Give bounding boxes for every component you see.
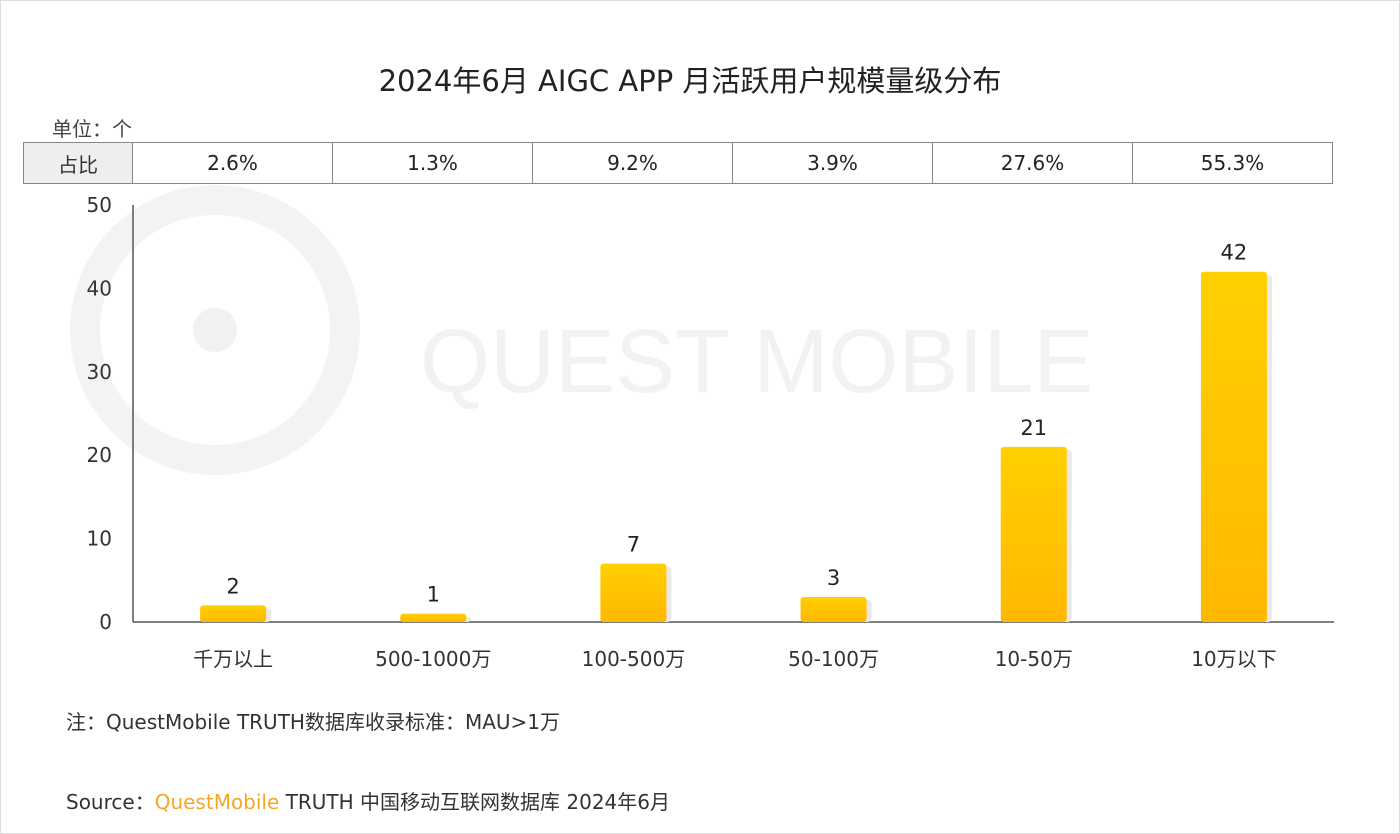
source-rest: TRUTH 中国移动互联网数据库 2024年6月 [279, 790, 670, 814]
bar-value-label: 21 [1020, 416, 1047, 440]
bar [600, 563, 667, 622]
watermark-logo-icon [70, 185, 360, 475]
source-brand: QuestMobile [154, 790, 280, 814]
footnote: 注：QuestMobile TRUTH数据库收录标准：MAU>1万 [66, 710, 561, 734]
source-prefix: Source： [66, 790, 155, 814]
share-cell: 3.9% [732, 142, 933, 184]
bar [400, 613, 467, 622]
y-tick-label: 20 [87, 443, 112, 467]
bar-value-label: 1 [427, 583, 440, 607]
y-tick-label: 0 [99, 610, 112, 634]
y-tick-label: 50 [87, 193, 112, 217]
bar-value-label: 7 [627, 533, 640, 557]
x-tick-label: 10-50万 [995, 647, 1073, 671]
share-cell: 55.3% [1132, 142, 1333, 184]
share-cell: 1.3% [332, 142, 533, 184]
x-tick-label: 10万以下 [1191, 647, 1276, 671]
bar-value-label: 42 [1221, 241, 1248, 265]
x-tick-label: 100-500万 [582, 647, 686, 671]
chart-title: 2024年6月 AIGC APP 月活跃用户规模量级分布 [378, 64, 1002, 98]
x-tick-label: 千万以上 [193, 647, 273, 671]
bar-value-label: 2 [226, 574, 239, 598]
watermark-text: QUEST MOBILE [420, 312, 1094, 412]
bar-value-label: 3 [827, 566, 840, 590]
bar [1200, 271, 1267, 622]
unit-label: 单位：个 [52, 117, 132, 141]
bar [1000, 446, 1067, 622]
source-line: Source：QuestMobile TRUTH 中国移动互联网数据库 2024… [66, 786, 670, 815]
y-tick-label: 30 [87, 360, 112, 384]
y-tick-label: 10 [87, 527, 112, 551]
x-tick-label: 50-100万 [788, 647, 879, 671]
share-table: 占比 2.6% 1.3% 9.2% 3.9% 27.6% 55.3% [23, 142, 1333, 184]
bar [200, 605, 267, 622]
x-tick-label: 500-1000万 [375, 647, 491, 671]
share-row-label: 占比 [23, 142, 133, 184]
y-tick-label: 40 [87, 276, 112, 300]
share-row: 占比 2.6% 1.3% 9.2% 3.9% 27.6% 55.3% [23, 142, 1333, 184]
share-cell: 2.6% [132, 142, 333, 184]
watermark-logo-dot [193, 308, 237, 352]
share-cell: 27.6% [932, 142, 1133, 184]
bar [800, 596, 867, 622]
